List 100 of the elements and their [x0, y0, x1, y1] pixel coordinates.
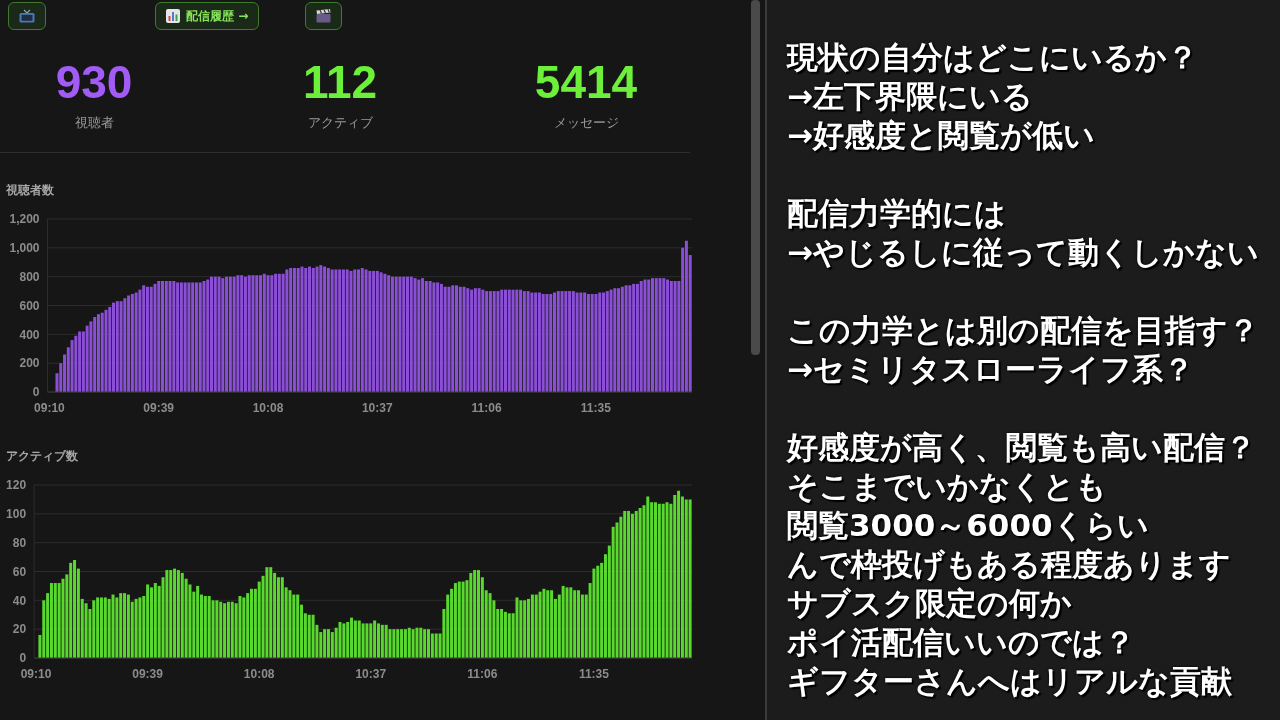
bar: [620, 286, 624, 392]
bar: [571, 291, 575, 392]
bar: [326, 268, 330, 392]
bar: [304, 268, 308, 392]
y-tick-label: 800: [19, 269, 40, 284]
bar: [323, 629, 327, 658]
bar: [403, 629, 407, 658]
bar: [221, 278, 225, 392]
bar: [384, 624, 388, 658]
bar: [215, 600, 219, 658]
bar: [579, 292, 583, 392]
bar: [406, 276, 410, 392]
bar: [500, 608, 504, 658]
text: ギフターさんへはリアルな貢献: [787, 662, 1233, 701]
bar: [492, 291, 496, 392]
bar: [219, 601, 223, 658]
bar: [285, 269, 289, 392]
bar: [609, 289, 613, 392]
bar: [296, 594, 300, 658]
text: そこまでいかなくとも: [787, 467, 1108, 506]
bar: [488, 291, 492, 392]
bar: [206, 279, 210, 392]
y-tick-label: 40: [12, 593, 27, 608]
bar: [311, 268, 315, 392]
bar: [269, 567, 273, 658]
bar: [594, 293, 598, 392]
bar: [169, 570, 173, 658]
bar: [230, 601, 234, 658]
bar: [537, 292, 541, 392]
bar: [564, 291, 568, 392]
bar: [180, 572, 184, 658]
bar: [187, 282, 191, 392]
bar: [342, 623, 346, 658]
bar: [684, 499, 688, 658]
y-tick-label: 0: [32, 385, 40, 400]
bar: [138, 289, 142, 392]
bar: [250, 588, 254, 658]
bar: [61, 578, 65, 658]
bar: [617, 288, 621, 392]
x-tick-label: 09:39: [143, 401, 175, 415]
category-label: 視聴者: [73, 114, 115, 132]
bar: [73, 559, 77, 658]
bar: [613, 288, 617, 392]
bar: [262, 273, 266, 392]
bar: [276, 577, 280, 658]
bar: [638, 508, 642, 658]
bar: [179, 282, 183, 392]
bar: [153, 283, 157, 392]
bar: [96, 314, 100, 392]
x-tick-label: 09:10: [34, 401, 66, 415]
bar: [635, 283, 639, 392]
bar: [534, 594, 538, 658]
bar: [396, 629, 400, 658]
bar: [217, 276, 221, 392]
bar: [307, 614, 311, 658]
bar: [338, 269, 342, 392]
y-tick-label: 600: [19, 298, 40, 313]
bar: [580, 594, 584, 658]
bar: [451, 285, 455, 392]
x-tick-label: 09:10: [20, 667, 52, 681]
bar: [145, 286, 149, 392]
bar: [330, 632, 334, 658]
bar: [388, 629, 392, 658]
bar: [308, 266, 312, 392]
bar: [398, 276, 402, 392]
y-tick-label: 60: [12, 564, 27, 579]
y-tick-label: 400: [19, 327, 40, 342]
text: サブスク限定の何か: [787, 584, 1073, 623]
bar: [223, 603, 227, 658]
bar: [319, 265, 323, 392]
bar: [373, 620, 377, 658]
bar: [236, 275, 240, 392]
bar: [172, 280, 176, 392]
bar: [523, 600, 527, 658]
y-tick-label: 100: [6, 507, 27, 522]
bar: [89, 321, 93, 392]
bar: [628, 285, 632, 392]
bar: [507, 613, 511, 658]
bar: [500, 289, 504, 392]
bar: [164, 280, 168, 392]
bar: [432, 282, 436, 392]
bar: [424, 280, 428, 392]
bar: [611, 526, 615, 658]
bar: [526, 291, 530, 392]
data-label: 112: [301, 56, 379, 108]
bar: [112, 302, 116, 392]
bar: [515, 289, 519, 392]
bar: [522, 291, 526, 392]
bar: [146, 584, 150, 658]
bar: [596, 565, 600, 658]
bar: [85, 325, 89, 392]
bar: [70, 340, 74, 392]
data-label: 5414: [533, 56, 639, 108]
x-tick-label: 10:37: [361, 401, 393, 415]
x-tick-label: 10:08: [243, 667, 275, 681]
bar: [630, 513, 634, 658]
bar: [530, 594, 534, 658]
bar: [165, 570, 169, 658]
bar: [210, 276, 214, 392]
x-tick-label: 10:37: [355, 667, 387, 681]
